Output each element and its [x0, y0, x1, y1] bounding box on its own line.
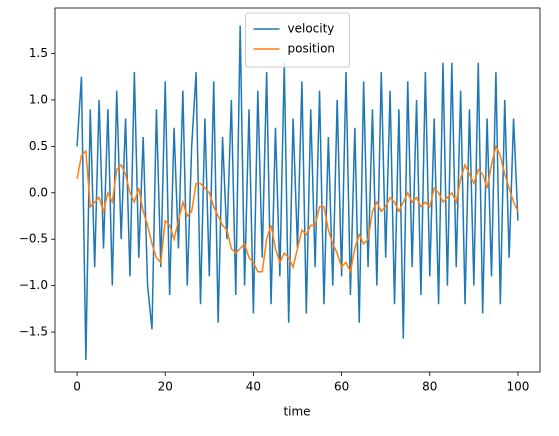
legend-label: position — [288, 42, 336, 56]
x-tick-label: 60 — [334, 380, 349, 394]
y-tick-label: 0.0 — [29, 185, 48, 199]
y-tick-label: −1.0 — [19, 278, 48, 292]
y-tick-label: 1.5 — [29, 46, 48, 60]
x-tick-label: 20 — [158, 380, 173, 394]
x-axis-label: time — [283, 405, 310, 419]
x-tick-label: 0 — [73, 380, 81, 394]
x-tick-label: 40 — [246, 380, 261, 394]
legend-label: velocity — [288, 22, 335, 36]
y-tick-label: 1.0 — [29, 92, 48, 106]
y-tick-label: 0.5 — [29, 139, 48, 153]
y-tick-label: −1.5 — [19, 325, 48, 339]
x-tick-label: 80 — [422, 380, 437, 394]
line-series — [76, 144, 519, 275]
legend-box — [245, 12, 350, 68]
x-tick-label: 100 — [507, 380, 530, 394]
y-tick-label: −0.5 — [19, 232, 48, 246]
plot-frame — [54, 7, 541, 373]
